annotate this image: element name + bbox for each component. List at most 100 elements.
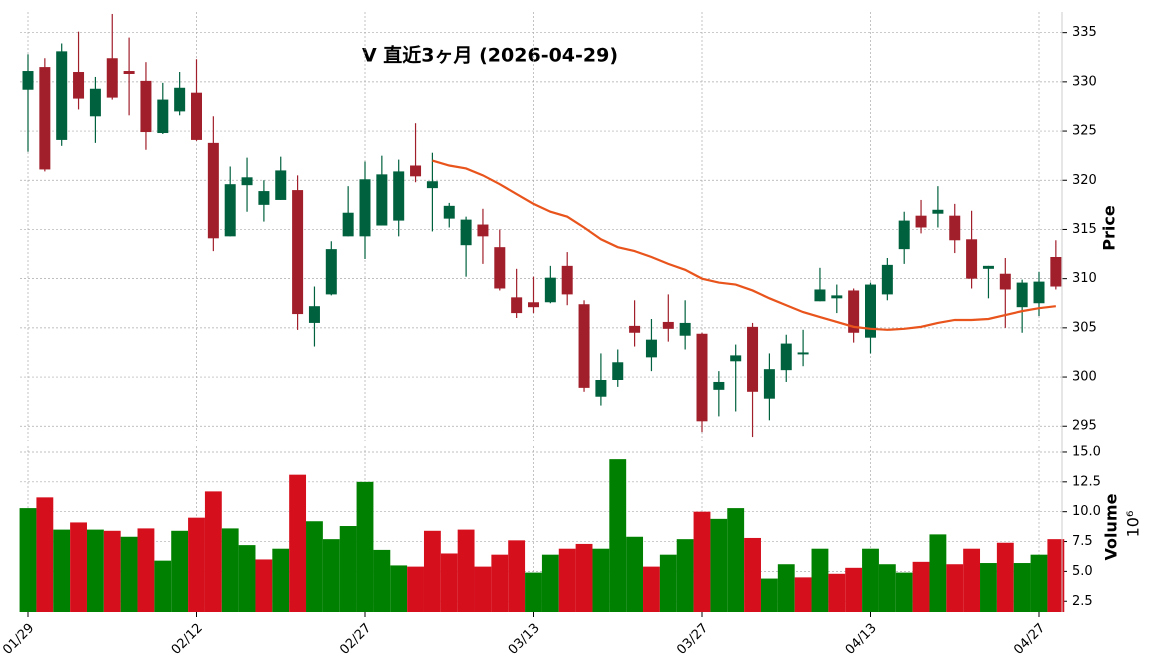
candle-body (713, 381, 725, 390)
y-tick-label: 310 (1072, 271, 1097, 286)
y-tick-label: 10.0 (1072, 504, 1101, 519)
y-tick-label: 5.0 (1072, 564, 1093, 579)
candle-body (679, 322, 691, 336)
volume-bar (558, 548, 576, 612)
x-tick-label: 01/29 (0, 621, 37, 658)
candle-body (174, 87, 186, 112)
moving-average-line (432, 159, 1056, 331)
x-tick-label: 03/27 (674, 621, 711, 658)
volume-bar (36, 497, 54, 612)
volume-bar (525, 572, 542, 612)
volume-bar (221, 528, 239, 612)
candle-body (460, 219, 472, 246)
y-tick-label: 300 (1072, 370, 1097, 385)
volume-bar (70, 522, 87, 612)
candle-body (477, 224, 489, 237)
volume-bar (86, 529, 104, 612)
y-tick-label: 320 (1072, 173, 1097, 188)
candle-body (595, 379, 607, 397)
volume-bar (120, 536, 138, 612)
candle-body (932, 209, 944, 214)
volume-bar (794, 577, 812, 612)
volume-bar (255, 559, 273, 612)
volume-bar (541, 554, 559, 612)
volume-bar (845, 567, 863, 612)
volume-bar (862, 548, 879, 612)
y-tick-label: 7.5 (1072, 534, 1093, 549)
candle-body (89, 88, 101, 117)
candle-body (544, 277, 556, 303)
candle-body (207, 142, 219, 239)
candle-body (696, 333, 708, 422)
volume-bar (137, 528, 155, 612)
volume-bar (744, 537, 761, 612)
volume-bar (238, 545, 256, 612)
candle-body (1033, 281, 1045, 304)
candle-body (73, 72, 85, 99)
volume-bar (423, 530, 441, 612)
volume-bar (626, 536, 644, 612)
candle-body (1050, 257, 1062, 287)
volume-bar (1047, 539, 1065, 612)
y-tick-label: 15.0 (1072, 444, 1101, 459)
volume-bar (609, 459, 627, 612)
x-tick-label: 04/27 (1011, 621, 1048, 658)
y-tick-label: 2.5 (1072, 594, 1093, 609)
volume-bar (1013, 563, 1031, 612)
volume-bar (895, 572, 913, 612)
volume-bar (828, 573, 846, 612)
y-tick-label: 305 (1072, 320, 1097, 335)
candle-body (730, 355, 742, 362)
y-tick-label: 295 (1072, 419, 1097, 434)
volume-bar (440, 553, 458, 612)
candle-body (292, 190, 304, 315)
candle-body (393, 171, 405, 221)
candle-body (157, 99, 169, 134)
volume-bar (592, 548, 610, 612)
volume-bar (963, 548, 981, 612)
candle-body (612, 362, 624, 380)
volume-bar (53, 529, 71, 612)
candle-body (443, 205, 455, 219)
volume-bar (693, 511, 711, 612)
candle-body (848, 290, 860, 333)
candle-body (797, 352, 809, 355)
volume-bar (204, 491, 222, 612)
volume-bar (491, 554, 509, 612)
y-tick-label: 315 (1072, 222, 1097, 237)
y-tick-label: 330 (1072, 74, 1097, 89)
x-tick-label: 02/12 (169, 621, 206, 658)
volume-bar (407, 566, 424, 612)
volume-bar (727, 508, 745, 612)
candle-body (949, 215, 961, 241)
volume-bar (322, 539, 340, 612)
volume-bar (929, 534, 947, 612)
y-tick-label: 335 (1072, 25, 1097, 40)
candle-body (865, 284, 876, 338)
candle-body (258, 191, 270, 205)
volume-bar (154, 560, 172, 612)
candle-body (241, 177, 253, 186)
volume-bar (1030, 554, 1048, 612)
y-tick-label: 325 (1072, 124, 1097, 139)
y-tick-label: 12.5 (1072, 474, 1101, 489)
candle-body (915, 215, 927, 228)
volume-bar (912, 561, 930, 612)
candle-body (561, 265, 573, 295)
candle-body (814, 289, 826, 302)
volume-bar (474, 566, 492, 612)
volume-bar (811, 548, 829, 612)
x-tick-label: 02/27 (337, 621, 374, 658)
volume-axis-label: Volume (1102, 493, 1121, 560)
candle-body (578, 304, 590, 388)
candle-body (881, 264, 893, 295)
volume-bar (103, 530, 121, 612)
candle-body (426, 181, 438, 189)
candle-body (359, 179, 371, 237)
volume-bar (390, 565, 408, 612)
candle-body (831, 295, 843, 299)
candle-body (22, 71, 34, 90)
volume-bar (980, 563, 997, 612)
volume-bar (289, 474, 307, 612)
candle-body (1016, 282, 1028, 308)
